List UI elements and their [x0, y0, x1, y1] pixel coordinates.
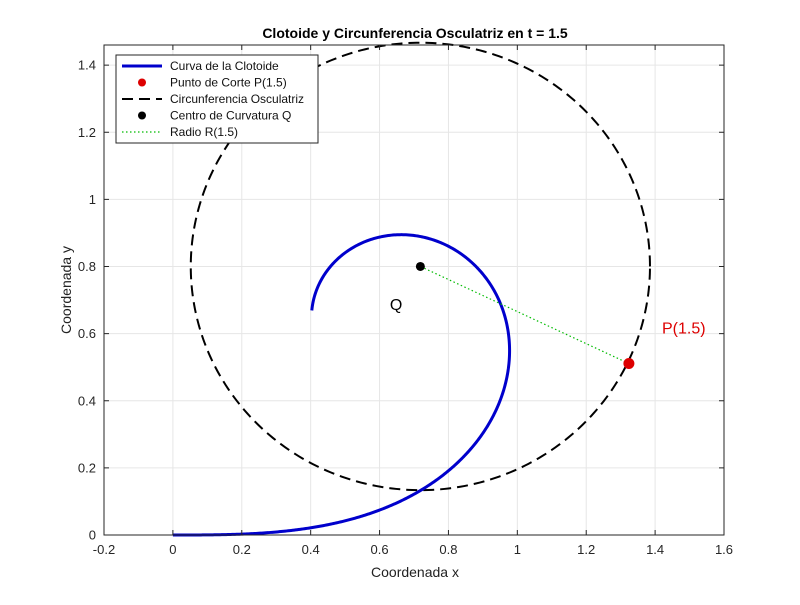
y-tick-label: 0.8 — [78, 259, 96, 274]
y-tick-label: 0.6 — [78, 326, 96, 341]
chart-title: Clotoide y Circunferencia Osculatriz en … — [262, 25, 568, 41]
legend-label: Circunferencia Osculatriz — [170, 92, 304, 106]
y-tick-label: 0 — [89, 528, 96, 543]
x-tick-label: 0.2 — [233, 542, 251, 557]
x-tick-label: 1 — [514, 542, 521, 557]
clothoid-curve — [172, 233, 512, 537]
center-q-annotation: Q — [390, 297, 402, 314]
legend-label: Centro de Curvatura Q — [170, 109, 291, 123]
x-tick-label: 0 — [169, 542, 176, 557]
legend-swatch-marker — [138, 111, 146, 120]
x-tick-label: 1.4 — [646, 542, 664, 557]
y-tick-label: 1.4 — [78, 58, 96, 73]
center-q-marker — [415, 261, 425, 271]
y-axis-label: Coordenada y — [58, 246, 74, 334]
legend-label: Curva de la Clotoide — [170, 59, 279, 73]
axes-box — [103, 44, 725, 536]
legend-label: Radio R(1.5) — [170, 125, 238, 139]
legend-swatch-marker — [138, 78, 146, 87]
y-tick-label: 0.4 — [78, 393, 96, 408]
axes: -0.2 0 0.2 0.4 0.6 0.8 1 1.2 1.4 1.600.20.40.60.8… — [78, 44, 733, 557]
point-p-annotation: P(1.5) — [662, 321, 706, 338]
legend: Curva de la Clotoide Punto de Corte P(1.5… — [115, 54, 319, 144]
y-tick-label: 0.2 — [78, 460, 96, 475]
x-tick-label: 0.4 — [302, 542, 320, 557]
x-tick-label: 0.8 — [439, 542, 457, 557]
y-tick-label: 1 — [89, 192, 96, 207]
x-tick-label: -0.2 — [93, 542, 115, 557]
x-axis-label: Coordenada x — [371, 564, 459, 580]
y-tick-label: 1.2 — [78, 125, 96, 140]
legend-label: Punto de Corte P(1.5) — [170, 76, 287, 90]
point-p-marker — [623, 358, 635, 370]
x-tick-label: 1.6 — [715, 542, 733, 557]
x-tick-label: 1.2 — [577, 542, 595, 557]
plot-area: P(1.5) Q — [172, 41, 706, 537]
x-tick-label: 0.6 — [371, 542, 389, 557]
